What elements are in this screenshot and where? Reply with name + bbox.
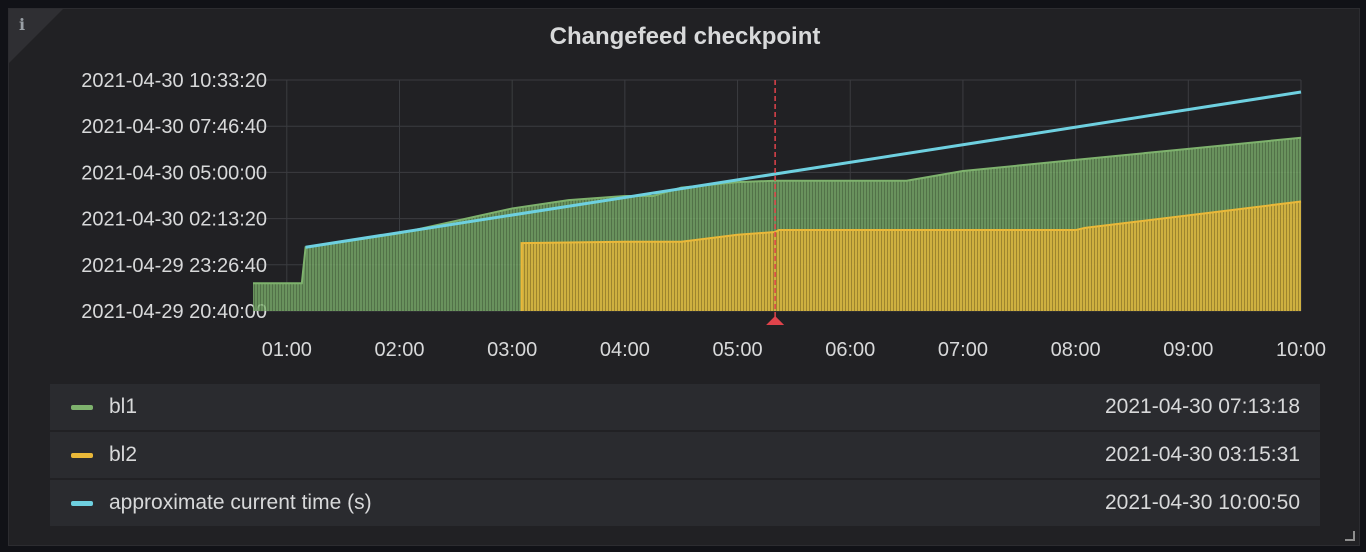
legend-name: bl2: [109, 443, 138, 466]
legend-name: approximate current time (s): [109, 491, 372, 514]
resize-handle-icon[interactable]: [1345, 531, 1355, 541]
legend-value: 2021-04-30 10:00:50: [1105, 491, 1300, 514]
series-area-bl2: [521, 201, 1301, 311]
panel-title[interactable]: Changefeed checkpoint: [549, 23, 821, 50]
legend-item-bl2[interactable]: bl2 2021-04-30 03:15:31: [50, 432, 1320, 478]
legend: bl1 2021-04-30 07:13:18 bl2 2021-04-30 0…: [50, 384, 1320, 528]
legend-item-bl1[interactable]: bl1 2021-04-30 07:13:18: [50, 384, 1320, 430]
legend-name: bl1: [109, 395, 138, 418]
y-tick-label: 2021-04-30 10:33:20: [81, 70, 267, 92]
panel-corner: [9, 9, 63, 63]
chart-svg[interactable]: 2021-04-29 20:40:00 2021-04-29 23:26:40 20…: [9, 9, 1360, 369]
chart-panel: i Changefeed checkpoint 2021-04-29 20:40…: [8, 8, 1360, 546]
y-tick-label: 2021-04-30 02:13:20: [81, 209, 267, 231]
series-line-current-time: [305, 90, 1302, 249]
x-tick-label: 03:00: [487, 339, 537, 361]
y-tick-label: 2021-04-29 23:26:40: [81, 255, 267, 277]
series-line-bl2: [520, 200, 1302, 311]
x-tick-label: 06:00: [825, 339, 875, 361]
x-tick-label: 02:00: [374, 339, 424, 361]
legend-value: 2021-04-30 07:13:18: [1105, 395, 1300, 418]
x-tick-label: 01:00: [262, 339, 312, 361]
x-tick-label: 07:00: [938, 339, 988, 361]
y-tick-label: 2021-04-30 07:46:40: [81, 116, 267, 138]
x-tick-label: 04:00: [600, 339, 650, 361]
y-tick-label: 2021-04-30 05:00:00: [81, 162, 267, 184]
legend-swatch: [71, 452, 93, 458]
legend-swatch: [71, 500, 93, 506]
legend-item-current-time[interactable]: approximate current time (s) 2021-04-30 …: [50, 480, 1320, 526]
annotation-marker: [766, 316, 785, 325]
legend-swatch: [71, 404, 93, 410]
x-tick-label: 09:00: [1163, 339, 1213, 361]
info-icon[interactable]: i: [19, 15, 26, 34]
legend-value: 2021-04-30 03:15:31: [1105, 443, 1300, 466]
x-tick-label: 10:00: [1276, 339, 1326, 361]
x-tick-label: 08:00: [1051, 339, 1101, 361]
y-tick-label: 2021-04-29 20:40:00: [81, 301, 267, 323]
x-tick-label: 05:00: [713, 339, 763, 361]
